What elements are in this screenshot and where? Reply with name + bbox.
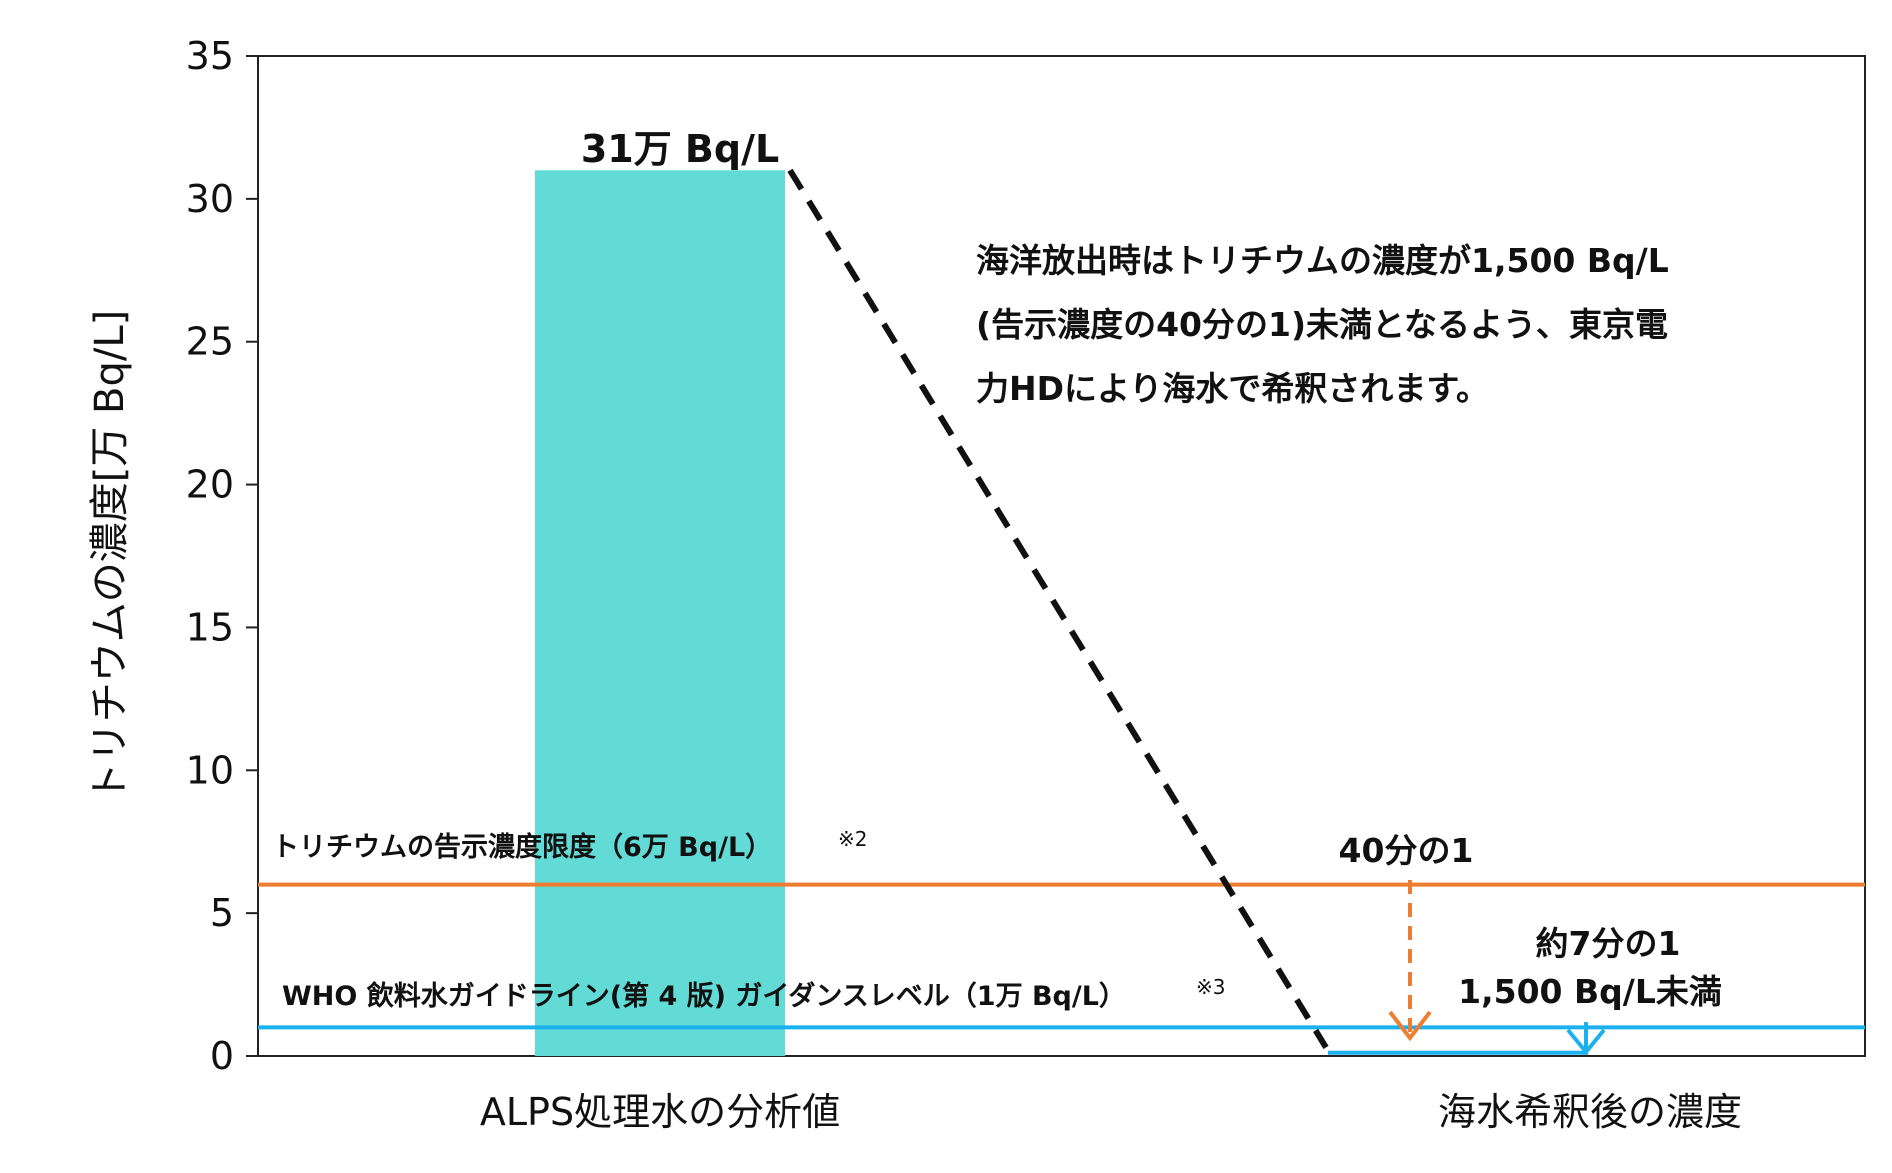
- bar-after-dilution: [1328, 1050, 1588, 1055]
- category-label-diluted: 海水希釈後の濃度: [1438, 1090, 1742, 1134]
- arrow-40x: [1388, 880, 1432, 1042]
- ratio-notice-label: 40分の1: [1339, 831, 1474, 870]
- y-axis-ticks: 0 5 10 15 20 25 30 35: [186, 34, 258, 1078]
- dilution-dashed-line: [787, 168, 1329, 1049]
- y-tick-label: 20: [186, 463, 234, 507]
- annotation-line-3: 力HDにより海水で希釈されます。: [976, 369, 1489, 408]
- bar-alps-treated-water: [535, 170, 785, 1057]
- y-tick-label: 30: [186, 177, 234, 221]
- y-tick-label: 10: [186, 748, 234, 792]
- bar-value-label: 31万 Bq/L: [581, 127, 779, 171]
- plot-area: [257, 55, 1866, 1057]
- y-tick-label: 15: [186, 605, 234, 649]
- annotation-line-2: (告示濃度の40分の1)未満となるよう、東京電: [976, 305, 1668, 344]
- who-guidance-note: ※3: [1196, 975, 1225, 999]
- arrow-7x: [1566, 1022, 1606, 1056]
- category-label-alps: ALPS処理水の分析値: [480, 1090, 840, 1134]
- y-tick-label: 5: [210, 891, 234, 935]
- notice-limit-note: ※2: [838, 827, 867, 851]
- y-tick-label: 25: [186, 320, 234, 364]
- result-label: 1,500 Bq/L未満: [1458, 972, 1722, 1011]
- y-axis-label: トリチウムの濃度[万 Bq/L]: [87, 310, 133, 803]
- y-tick-label: 0: [210, 1034, 234, 1078]
- notice-limit-label: トリチウムの告示濃度限度（6万 Bq/L）: [272, 831, 772, 863]
- who-guidance-label: WHO 飲料水ガイドライン(第 4 版) ガイダンスレベル（1万 Bq/L）: [282, 980, 1126, 1012]
- y-tick-label: 35: [186, 34, 234, 78]
- annotation-line-1: 海洋放出時はトリチウムの濃度が1,500 Bq/L: [976, 241, 1669, 280]
- ratio-who-label: 約7分の1: [1536, 924, 1681, 963]
